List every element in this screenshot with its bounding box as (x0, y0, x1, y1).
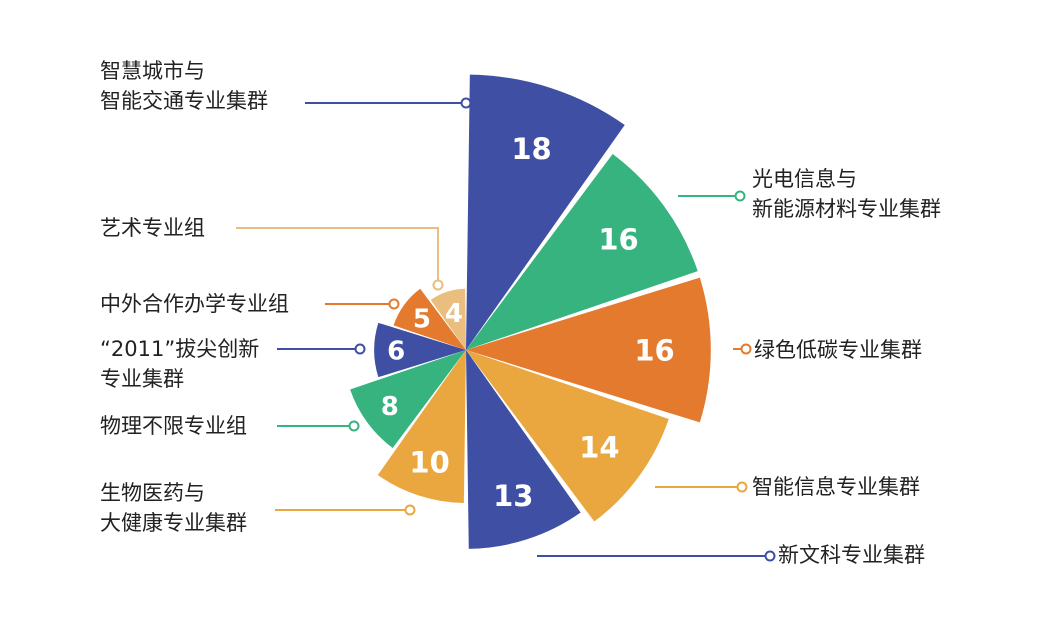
label-line: 绿色低碳专业集群 (754, 338, 922, 362)
label-line: 专业集群 (100, 367, 184, 391)
rose-slice (466, 350, 581, 549)
leader-dot (734, 190, 746, 202)
leader-dot (432, 279, 444, 291)
rose-slice (466, 153, 698, 350)
slice-value-label: 14 (579, 430, 619, 464)
slice-category-label: 艺术专业组 (100, 216, 205, 240)
label-line: 智能交通专业集群 (100, 89, 268, 113)
leader-dot (388, 298, 400, 310)
label-line: 智能信息专业集群 (752, 475, 920, 499)
slice-category-label: “2011”拔尖创新专业集群 (100, 337, 259, 391)
slice-value-label: 13 (493, 479, 533, 513)
slice-category-label: 绿色低碳专业集群 (754, 338, 922, 362)
label-line: 新文科专业集群 (778, 543, 925, 567)
leader-dot (348, 420, 360, 432)
chart-value-labels: 18 16 16 14 13 10 8 65 4 (381, 132, 675, 513)
label-line: 中外合作办学专业组 (100, 292, 289, 316)
label-line: 大健康专业集群 (100, 511, 247, 535)
leader-dot (404, 504, 416, 516)
label-line: “2011”拔尖创新 (100, 337, 259, 361)
chart-leader-lines (236, 97, 776, 562)
leader-line (236, 227, 439, 285)
slice-value-label: 18 (511, 132, 551, 166)
label-line: 智慧城市与 (100, 59, 205, 83)
rose-slice (377, 350, 466, 503)
leader-dot (764, 550, 776, 562)
rose-slice (466, 277, 711, 423)
slice-category-label: 生物医药与大健康专业集群 (100, 481, 247, 535)
rose-slice (466, 350, 669, 522)
label-line: 艺术专业组 (100, 216, 205, 240)
label-line: 光电信息与 (752, 167, 857, 191)
slice-category-label: 中外合作办学专业组 (100, 292, 289, 316)
slice-category-label: 智慧城市与智能交通专业集群 (100, 59, 268, 113)
label-line: 物理不限专业组 (100, 414, 247, 438)
slice-category-label: 智能信息专业集群 (752, 475, 920, 499)
slice-category-label: 光电信息与新能源材料专业集群 (752, 167, 941, 221)
rose-slice (350, 350, 466, 449)
leader-dot (736, 481, 748, 493)
label-line: 新能源材料专业集群 (752, 197, 941, 221)
slice-value-label: 6 (387, 336, 405, 366)
rose-slice (430, 288, 466, 350)
rose-slice (393, 288, 466, 350)
slice-category-label: 新文科专业集群 (778, 543, 925, 567)
rose-slice (466, 74, 625, 350)
slice-category-label: 物理不限专业组 (100, 414, 247, 438)
slice-value-label: 10 (409, 446, 449, 480)
slice-value-label: 16 (634, 333, 674, 367)
slice-value-label: 4 (445, 299, 463, 329)
leader-dot (460, 97, 472, 109)
leader-dot (354, 343, 366, 355)
chart-category-labels: 智慧城市与智能交通专业集群光电信息与新能源材料专业集群绿色低碳专业集群智能信息专… (100, 59, 941, 567)
chart-slices (350, 74, 711, 549)
rose-slice (374, 322, 466, 378)
slice-value-label: 8 (381, 392, 399, 422)
label-line: 生物医药与 (100, 481, 205, 505)
slice-value-label: 5 (413, 304, 431, 334)
leader-dot (740, 343, 752, 355)
slice-value-label: 16 (598, 223, 638, 257)
